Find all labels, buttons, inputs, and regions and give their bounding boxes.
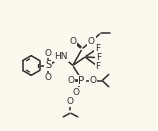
Text: O: O — [72, 88, 79, 97]
Text: O: O — [45, 49, 52, 58]
Text: O: O — [88, 37, 95, 46]
Text: O: O — [67, 97, 74, 106]
Text: O: O — [89, 76, 96, 85]
Text: F: F — [95, 62, 100, 71]
Text: P: P — [79, 76, 85, 86]
Text: F: F — [96, 53, 101, 62]
Text: S: S — [45, 61, 51, 70]
Text: O: O — [70, 37, 77, 46]
Text: O: O — [45, 73, 52, 82]
Text: O: O — [68, 76, 75, 85]
Text: HN: HN — [55, 53, 68, 61]
Text: F: F — [95, 44, 100, 53]
